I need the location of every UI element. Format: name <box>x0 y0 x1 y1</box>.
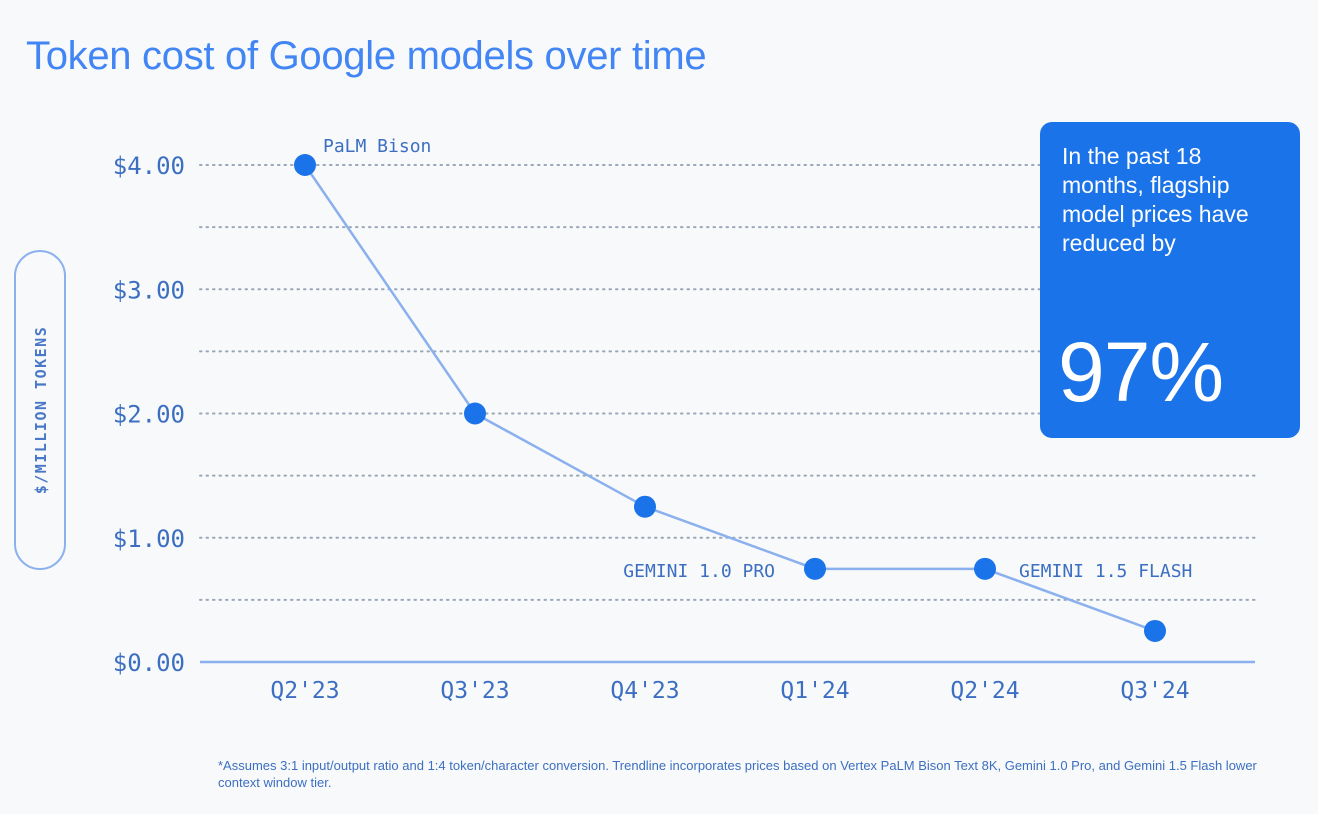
callout-percentage: 97% <box>1058 325 1224 419</box>
data-points <box>294 154 1166 642</box>
x-tick-label: Q2'24 <box>950 678 1019 704</box>
callout-text: In the past 18 months, flagship model pr… <box>1062 143 1249 256</box>
y-tick-label: $1.00 <box>113 525 185 553</box>
data-point <box>1144 619 1166 642</box>
y-tick-label: $0.00 <box>113 649 185 677</box>
y-tick-labels: $4.00 $3.00 $2.00 $1.00 $0.00 <box>113 152 185 677</box>
footnote: *Assumes 3:1 input/output ratio and 1:4 … <box>218 758 1257 790</box>
series-polyline <box>303 164 1156 633</box>
point-label: GEMINI 1.0 PRO <box>623 561 775 582</box>
data-point <box>804 557 826 580</box>
x-tick-label: Q3'23 <box>440 678 509 704</box>
x-tick-label: Q1'24 <box>780 678 849 704</box>
callout-box: In the past 18 months, flagship model pr… <box>1040 122 1300 438</box>
series-line <box>303 164 1156 633</box>
x-tick-label: Q3'24 <box>1120 678 1189 704</box>
point-label: PaLM Bison <box>323 136 431 157</box>
y-tick-label: $3.00 <box>113 276 185 304</box>
y-tick-label: $2.00 <box>113 401 185 429</box>
point-labels: PaLM Bison GEMINI 1.0 PRO GEMINI 1.5 FLASH <box>323 136 1192 582</box>
chart-title: Token cost of Google models over time <box>26 34 707 78</box>
data-point <box>464 402 486 425</box>
x-tick-labels: Q2'23 Q3'23 Q4'23 Q1'24 Q2'24 Q3'24 <box>270 678 1189 704</box>
y-tick-label: $4.00 <box>113 152 185 180</box>
point-label: GEMINI 1.5 FLASH <box>1019 561 1192 582</box>
data-point <box>634 495 656 518</box>
x-tick-label: Q4'23 <box>610 678 679 704</box>
data-point <box>974 557 996 580</box>
y-axis-label-pill <box>14 250 66 570</box>
x-tick-label: Q2'23 <box>270 678 339 704</box>
data-point <box>294 154 316 176</box>
